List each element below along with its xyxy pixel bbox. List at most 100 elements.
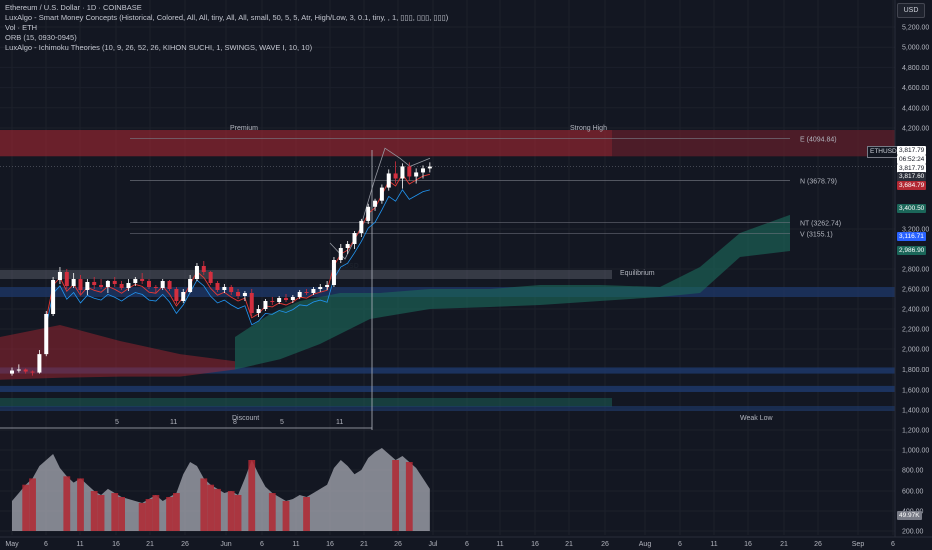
candle-body bbox=[325, 285, 330, 287]
candle-body bbox=[414, 172, 419, 177]
candle-body bbox=[427, 166, 432, 169]
volume-bar-bear bbox=[97, 495, 105, 531]
candle-body bbox=[373, 200, 378, 207]
volume-bar-bear bbox=[90, 491, 98, 531]
volume-bar-bear bbox=[118, 497, 125, 531]
volume-bar-bear bbox=[22, 484, 30, 531]
candle-body bbox=[290, 297, 295, 300]
price-tag: 06:52:24 bbox=[897, 155, 927, 164]
kihon-count-label: 11 bbox=[170, 419, 177, 426]
candle-body bbox=[222, 287, 227, 290]
candle-body bbox=[30, 371, 35, 373]
candle-body bbox=[421, 168, 425, 173]
price-axis-label: 1,800.00 bbox=[902, 367, 929, 374]
candle-body bbox=[112, 281, 117, 284]
equilibrium-zone bbox=[0, 270, 612, 279]
candle-body bbox=[160, 281, 165, 288]
volume-bar-bear bbox=[248, 460, 256, 531]
candle-body bbox=[345, 244, 350, 248]
candle-body bbox=[181, 292, 186, 301]
candle-body bbox=[215, 283, 220, 290]
candle-body bbox=[99, 285, 104, 287]
currency-button[interactable]: USD bbox=[897, 3, 925, 18]
time-axis-label: 6 bbox=[678, 541, 682, 548]
time-axis-label: 16 bbox=[531, 541, 539, 548]
candle-body bbox=[359, 220, 364, 233]
legend-symbol-title[interactable]: Ethereum / U.S. Dollar · 1D · COINBASE bbox=[5, 3, 142, 12]
candle-body bbox=[140, 279, 145, 281]
legend-smc-indicator[interactable]: LuxAlgo - Smart Money Concepts (Historic… bbox=[5, 13, 449, 22]
candle-body bbox=[105, 281, 110, 287]
premium-zone-right bbox=[612, 130, 895, 157]
time-axis-label: 6 bbox=[891, 541, 895, 548]
indicator-legend: Ethereum / U.S. Dollar · 1D · COINBASE L… bbox=[5, 3, 448, 53]
ichimoku-cloud bbox=[235, 214, 790, 370]
legend-ichimoku-indicator[interactable]: LuxAlgo - Ichimoku Theories (10, 9, 26, … bbox=[5, 43, 313, 52]
candle-body bbox=[188, 279, 193, 292]
kihon-count-label: 5 bbox=[115, 419, 119, 426]
candle-body bbox=[277, 298, 282, 302]
price-axis-label: 2,600.00 bbox=[902, 287, 929, 294]
level-e-label: E (4094.84) bbox=[800, 137, 837, 144]
candle-body bbox=[263, 301, 268, 309]
candle-body bbox=[242, 293, 247, 296]
volume-bar-bear bbox=[392, 460, 399, 531]
candle-body bbox=[304, 292, 309, 293]
price-axis-label: 2,400.00 bbox=[902, 307, 929, 314]
time-axis-label: 21 bbox=[146, 541, 154, 548]
volume-bar-bear bbox=[166, 497, 173, 531]
level-n-label: N (3678.79) bbox=[800, 179, 837, 186]
volume-bar-bear bbox=[29, 478, 36, 531]
volume-bar-bear bbox=[77, 478, 84, 531]
candle-body bbox=[64, 272, 69, 286]
premium-zone bbox=[0, 130, 895, 157]
price-tag: 49.97K bbox=[897, 511, 922, 520]
candle-body bbox=[71, 279, 76, 286]
legend-volume-indicator[interactable]: Vol · ETH bbox=[5, 23, 38, 32]
time-axis-label: 11 bbox=[292, 541, 299, 548]
symbol-price-tag: ETHUSD bbox=[867, 146, 900, 158]
volume-bar-bear bbox=[152, 495, 160, 531]
candle-body bbox=[284, 298, 288, 300]
candle-body bbox=[78, 279, 83, 290]
candle-body bbox=[57, 272, 62, 280]
candle-body bbox=[85, 282, 90, 290]
candle-body bbox=[10, 370, 14, 374]
volume-bar-bear bbox=[145, 499, 153, 531]
volume-bar-bear bbox=[268, 493, 276, 531]
time-axis-label: 11 bbox=[496, 541, 503, 548]
candle-body bbox=[153, 287, 158, 288]
time-axis-label: 16 bbox=[326, 541, 334, 548]
price-axis-label: 4,200.00 bbox=[902, 126, 929, 133]
candle-body bbox=[51, 280, 56, 314]
candle-body bbox=[393, 173, 398, 179]
time-axis-label: 26 bbox=[394, 541, 402, 548]
price-axis-label: 1,000.00 bbox=[902, 448, 929, 455]
candle-body bbox=[407, 166, 412, 177]
price-tag: 2,986.90 bbox=[897, 246, 927, 255]
candle-body bbox=[311, 289, 316, 293]
order-block-1800 bbox=[0, 367, 895, 374]
time-axis-label: May bbox=[5, 541, 19, 548]
legend-orb-indicator[interactable]: ORB (15, 0930-0945) bbox=[5, 33, 77, 42]
price-axis-label: 1,400.00 bbox=[902, 408, 929, 415]
volume-bar-bear bbox=[111, 493, 119, 531]
candle-body bbox=[331, 260, 336, 285]
price-tag: 3,684.79 bbox=[897, 181, 927, 190]
candle-body bbox=[194, 266, 199, 279]
candle-body bbox=[167, 281, 172, 289]
price-axis-label: 800.00 bbox=[902, 468, 924, 475]
candle-body bbox=[92, 282, 97, 285]
kihon-count-label: 5 bbox=[280, 419, 284, 426]
time-axis-label: Aug bbox=[639, 541, 652, 548]
price-tag: 3,116.71 bbox=[897, 232, 926, 241]
candle-body bbox=[208, 272, 213, 283]
volume-bar-bear bbox=[63, 476, 71, 531]
price-tag: 3,400.50 bbox=[897, 204, 927, 213]
candle-body bbox=[229, 287, 234, 292]
candle-body bbox=[44, 314, 49, 355]
time-axis-label: 26 bbox=[181, 541, 189, 548]
time-axis-label: 11 bbox=[710, 541, 717, 548]
